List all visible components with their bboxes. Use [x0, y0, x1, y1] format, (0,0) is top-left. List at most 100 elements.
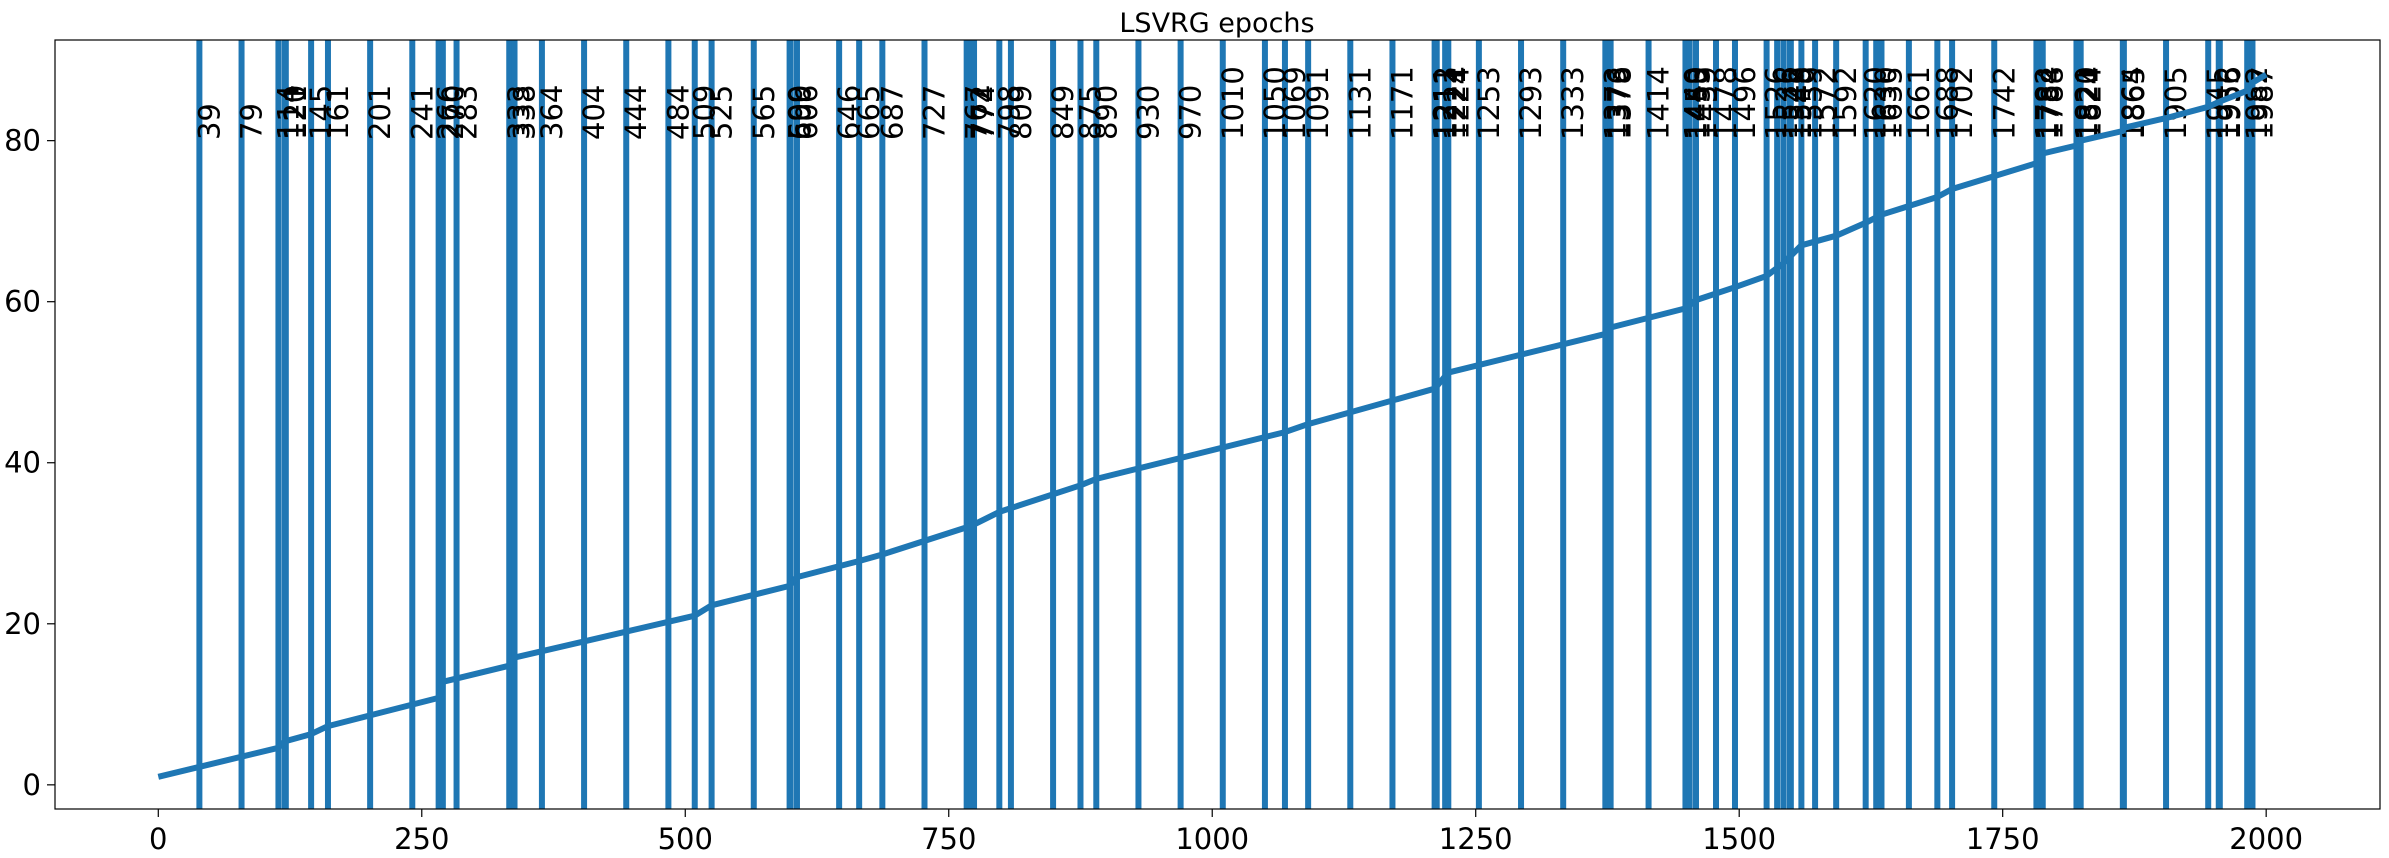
- vertical-line-label: 161: [321, 85, 355, 140]
- x-tick-label: 1750: [1966, 822, 2040, 856]
- x-tick-label: 750: [921, 822, 976, 856]
- vertical-line-label: 120: [278, 85, 312, 140]
- x-tick-label: 1000: [1175, 822, 1249, 856]
- vertical-line-label: 145: [304, 85, 338, 140]
- vertical-line-label: 1069: [1278, 66, 1312, 140]
- vertical-line-label: 39: [192, 103, 226, 140]
- vertical-line-label: 444: [619, 85, 653, 140]
- vertical-line-label: 1782: [2029, 66, 2063, 140]
- vertical-line-label: 1211: [1428, 66, 1462, 140]
- vertical-line-label: 1496: [1728, 66, 1762, 140]
- vertical-line-label: 890: [1089, 85, 1123, 140]
- vertical-line-label: 1376: [1602, 66, 1636, 140]
- vertical-line-label: 1820: [2069, 66, 2103, 140]
- vertical-line-label: 525: [705, 85, 739, 140]
- vertical-line-label: 1459: [1689, 66, 1723, 140]
- x-tick-label: 1500: [1702, 822, 1776, 856]
- y-tick-label: 20: [4, 607, 41, 641]
- vertical-line-label: 283: [450, 85, 484, 140]
- vertical-line-label: 1293: [1514, 66, 1548, 140]
- vertical-line-label: 809: [1004, 85, 1038, 140]
- vertical-line-label: 1450: [1680, 66, 1714, 140]
- vertical-line-label: 1253: [1472, 66, 1506, 140]
- vertical-line-label: 1171: [1385, 66, 1419, 140]
- vertical-line-label: 1572: [1808, 66, 1842, 140]
- y-tick-label: 60: [4, 285, 41, 319]
- vertical-line-label: 1131: [1343, 66, 1377, 140]
- axes-frame: [54, 39, 2381, 810]
- vertical-line-label: 79: [235, 103, 269, 140]
- vertical-line-label: 1788: [2036, 66, 2070, 140]
- vertical-line-label: 970: [1174, 85, 1208, 140]
- vertical-line-label: 767: [960, 85, 994, 140]
- y-tick-label: 80: [4, 124, 41, 158]
- vertical-line-label: 1905: [2159, 66, 2193, 140]
- vertical-line-label: 1449: [1678, 66, 1712, 140]
- vertical-line-label: 404: [577, 85, 611, 140]
- vertical-line-label: 798: [992, 85, 1026, 140]
- vertical-line-label: 875: [1073, 85, 1107, 140]
- vertical-line-label: 1630: [1869, 66, 1903, 140]
- vertical-line-label: 1453: [1683, 66, 1717, 140]
- vertical-line-label: 772: [965, 85, 999, 140]
- vertical-line-label: 1373: [1598, 66, 1632, 140]
- chart-title: LSVRG epochs: [1119, 8, 1314, 39]
- vertical-line-label: 599: [783, 85, 817, 140]
- vertical-line-label: 333: [502, 85, 536, 140]
- vertical-line-label: 1824: [2074, 66, 2108, 140]
- vertical-line-label: 600: [784, 85, 818, 140]
- vertical-line-label: 1702: [1945, 66, 1979, 140]
- vertical-line-label: 1221: [1438, 66, 1472, 140]
- vertical-line-label: 1478: [1709, 66, 1743, 140]
- x-tick-label: 0: [149, 822, 167, 856]
- y-tick-label: 40: [4, 446, 41, 480]
- vertical-line-label: 665: [852, 85, 886, 140]
- vertical-line-label: 1688: [1930, 66, 1964, 140]
- y-tick-label: 0: [23, 768, 41, 802]
- vertical-line-label: 1050: [1258, 66, 1292, 140]
- vertical-line-label: 930: [1131, 85, 1165, 140]
- vertical-line-label: 1414: [1642, 66, 1676, 140]
- vertical-line-label: 338: [508, 85, 542, 140]
- x-tick-label: 500: [658, 822, 713, 856]
- vertical-line-label: 484: [661, 85, 695, 140]
- x-axis-ticks: 0 250 500 750 1000 1250 1500 1750 2000: [149, 809, 2303, 856]
- y-axis-ticks: 0 20 40 60 80: [4, 124, 55, 802]
- vertical-line-label: 1635: [1874, 66, 1908, 140]
- vertical-line-label: 606: [790, 85, 824, 140]
- vertical-line-label: 364: [535, 85, 569, 140]
- x-tick-label: 1250: [1439, 822, 1513, 856]
- vertical-line-label: 1224: [1441, 66, 1475, 140]
- vertical-line-label: 241: [405, 85, 439, 140]
- vertical-line-label: 1526: [1760, 66, 1794, 140]
- vertical-line-label: 1091: [1301, 66, 1335, 140]
- vertical-line-label: 266: [432, 85, 466, 140]
- vertical-lines-group: [196, 40, 2256, 809]
- x-tick-label: 2000: [2229, 822, 2303, 856]
- vertical-line-label: 509: [688, 85, 722, 140]
- vertical-line-label: 270: [436, 85, 470, 140]
- vertical-line-label: 1661: [1902, 66, 1936, 140]
- vertical-line-label: 849: [1046, 85, 1080, 140]
- series-line: [157, 72, 2268, 780]
- vertical-line-label: 201: [363, 85, 397, 140]
- vertical-line-label: 1333: [1556, 66, 1590, 140]
- vertical-line-label: 121: [279, 85, 313, 140]
- vertical-line-label: 1620: [1859, 66, 1893, 140]
- vertical-line-label: 565: [747, 85, 781, 140]
- vertical-line-label: 687: [875, 85, 909, 140]
- vertical-line-label: 1592: [1829, 66, 1863, 140]
- x-tick-label: 250: [394, 822, 449, 856]
- vertical-line-label: 1548: [1783, 66, 1817, 140]
- vertical-line-label: 1542: [1776, 66, 1810, 140]
- vertical-line-label: 1212: [1429, 66, 1463, 140]
- vertical-line-label: 1742: [1987, 66, 2021, 140]
- vertical-line-label: 1378: [1604, 66, 1638, 140]
- vertical-line-label: 1536: [1770, 66, 1804, 140]
- vertical-line-label: 1559: [1794, 66, 1828, 140]
- vertical-line-label: 1213: [1430, 66, 1464, 140]
- vertical-line-label: 1010: [1216, 66, 1250, 140]
- vertical-line-label: 114: [271, 85, 305, 140]
